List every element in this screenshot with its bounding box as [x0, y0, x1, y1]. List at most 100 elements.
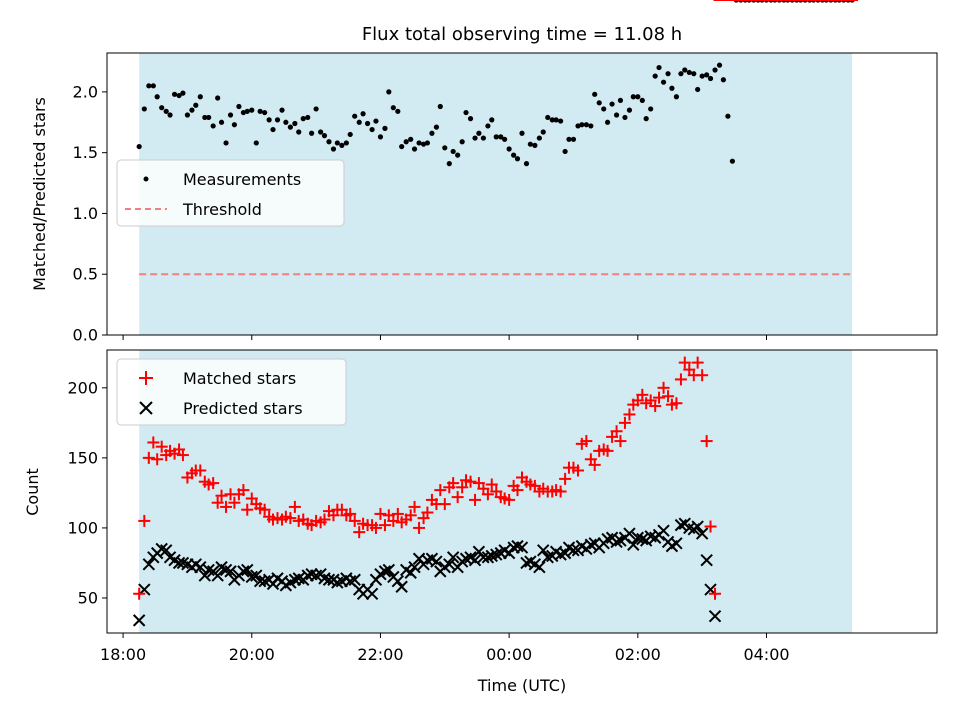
measurement-point: [159, 105, 165, 111]
measurement-point: [279, 107, 285, 113]
measurement-point: [553, 117, 559, 123]
measurement-point: [601, 106, 607, 112]
bottom-predicted-points: [132, 0, 858, 627]
matched-star-point: [241, 503, 254, 516]
matched-star-point: [194, 464, 207, 477]
legend-predicted-label: Predicted stars: [183, 399, 303, 418]
matched-star-point: [344, 507, 357, 520]
measurement-point: [729, 158, 735, 164]
measurement-point: [673, 94, 680, 100]
measurement-point: [266, 117, 272, 123]
measurement-point: [321, 133, 328, 139]
top-plot-frame: [106, 52, 938, 336]
bottom-panel: 50 100 150 200 18:00 20:00 22:00 00:00 02:00 04:…: [23, 0, 938, 695]
measurement-point: [442, 145, 448, 151]
legend-measurements-marker: [143, 176, 149, 182]
predicted-star-point: [533, 560, 546, 574]
x-tick-label: 22:00: [357, 645, 403, 664]
measurement-point: [622, 114, 628, 121]
matched-star-point: [580, 435, 593, 448]
measurement-point: [360, 111, 366, 117]
matched-star-point: [421, 506, 434, 519]
matched-star-point: [258, 503, 271, 516]
measurement-point: [437, 103, 443, 110]
matched-star-point: [614, 435, 627, 448]
matched-star-point: [696, 369, 709, 382]
predicted-star-point: [708, 609, 722, 623]
measurement-point: [502, 136, 508, 142]
predicted-star-point: [322, 573, 336, 586]
measurement-point: [343, 140, 349, 146]
measurement-point: [210, 123, 216, 129]
predicted-star-point: [567, 544, 580, 557]
matched-star-point: [610, 425, 623, 438]
matched-star-point: [133, 587, 146, 600]
measurement-point: [223, 140, 229, 146]
measurement-point: [511, 152, 517, 158]
measurement-point: [704, 72, 710, 78]
matched-star-point: [387, 514, 400, 527]
measurement-point: [480, 135, 486, 141]
matched-star-point: [571, 464, 584, 477]
measurement-point: [707, 75, 714, 82]
matched-star-point: [657, 381, 670, 394]
top-legend-box: [116, 159, 345, 227]
measurement-point: [309, 130, 315, 136]
predicted-star-point: [202, 563, 215, 577]
measurement-point: [184, 112, 191, 118]
measurement-point: [318, 129, 324, 135]
predicted-star-point: [404, 566, 417, 579]
matched-star-point: [176, 449, 189, 462]
legend-matched-marker: [139, 371, 153, 385]
measurement-point: [467, 116, 474, 122]
matched-star-point: [408, 500, 421, 513]
measurement-point: [613, 112, 620, 118]
predicted-star-point: [657, 524, 670, 537]
measurement-point: [399, 143, 405, 150]
measurement-point: [244, 108, 250, 114]
measurement-point: [609, 101, 615, 107]
predicted-star-point: [348, 573, 361, 586]
measurement-point: [373, 118, 379, 124]
measurement-point: [545, 114, 551, 121]
measurement-point: [716, 62, 723, 68]
matched-star-point: [237, 484, 250, 497]
predicted-star-point: [378, 565, 392, 578]
x-tick-label: 00:00: [486, 645, 532, 664]
measurement-point: [493, 134, 499, 140]
legend-threshold-label: Threshold: [182, 200, 262, 219]
matched-star-point: [559, 472, 572, 485]
predicted-star-point: [382, 563, 396, 577]
measurement-point: [562, 148, 568, 155]
measurement-point: [433, 124, 440, 130]
measurement-point: [626, 107, 633, 113]
measurement-point: [334, 140, 340, 146]
measurement-point: [382, 125, 388, 131]
matched-star-point: [451, 491, 464, 504]
measurement-point: [558, 118, 564, 124]
measurement-point: [648, 106, 654, 112]
measurement-point: [549, 117, 555, 123]
matched-star-point: [215, 489, 228, 502]
predicted-star-point: [132, 614, 146, 627]
bottom-x-ticks: 18:00 20:00 22:00 00:00 02:00 04:00: [100, 633, 790, 664]
predicted-star-point: [176, 556, 190, 570]
predicted-star-point: [446, 551, 460, 564]
top-measurement-points: [136, 0, 855, 167]
bottom-matched-points: [133, 0, 859, 600]
matched-star-point: [469, 493, 482, 506]
measurement-point: [274, 117, 281, 123]
measurement-point: [712, 67, 718, 73]
matched-star-point: [623, 408, 636, 421]
matched-star-point: [636, 388, 649, 401]
x-tick-label: 20:00: [229, 645, 275, 664]
matched-star-point: [438, 498, 451, 511]
matched-star-point: [138, 514, 151, 527]
measurement-point: [669, 85, 675, 91]
predicted-star-point: [700, 553, 713, 567]
measurement-point: [193, 102, 199, 108]
measurement-point: [532, 142, 538, 148]
predicted-star-point: [211, 569, 224, 582]
predicted-star-point: [250, 569, 263, 582]
predicted-star-point: [511, 539, 524, 553]
